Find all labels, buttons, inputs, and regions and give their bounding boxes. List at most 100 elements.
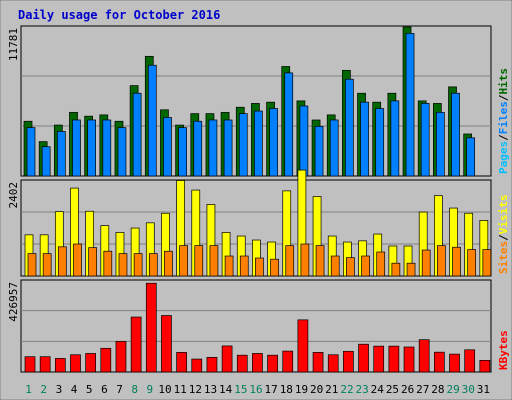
panel-kbytes <box>20 279 492 373</box>
day-tick-label: 22 <box>340 383 353 396</box>
bar-files <box>436 111 445 177</box>
bar-files <box>375 108 385 177</box>
bar-kbytes <box>403 346 415 373</box>
bar-files <box>41 146 51 177</box>
bar-sites <box>330 255 340 277</box>
bar-files <box>56 131 66 177</box>
bar-kbytes <box>267 354 278 373</box>
bar-files <box>360 101 369 177</box>
day-tick-label: 21 <box>325 383 338 396</box>
panel-hits-files-pages <box>20 25 492 177</box>
bar-kbytes <box>24 356 36 373</box>
bar-sites <box>88 247 97 277</box>
bar-files <box>132 92 142 177</box>
bar-kbytes <box>358 343 369 373</box>
bar-files <box>208 119 218 177</box>
bar-sites <box>421 249 431 277</box>
bar-kbytes <box>297 319 309 373</box>
legend-hits-files-pages: Pages/Files/Hits <box>497 68 510 174</box>
bar-kbytes <box>161 315 172 373</box>
bar-sites <box>118 253 128 277</box>
bar-sites <box>209 245 219 277</box>
bar-files <box>238 113 248 177</box>
day-tick-label: 17 <box>265 383 278 396</box>
panel2-ymax-label: 2402 <box>7 182 20 209</box>
bar-files <box>420 103 430 177</box>
bar-files <box>254 110 263 177</box>
day-tick-label: 6 <box>101 383 108 396</box>
axis-series-legend: Sites/Visits <box>497 195 510 275</box>
bar-sites <box>27 253 37 277</box>
panel3-ymax-label: 426957 <box>7 282 20 322</box>
bar-files <box>284 72 294 177</box>
bar-files <box>345 78 354 177</box>
day-tick-label: 28 <box>431 383 444 396</box>
bar-sites <box>73 243 82 277</box>
bar-sites <box>467 249 477 277</box>
bar-kbytes <box>327 354 339 373</box>
bar-kbytes <box>85 353 96 373</box>
day-tick-label: 16 <box>249 383 262 396</box>
bar-kbytes <box>54 358 66 373</box>
day-tick-label: 27 <box>416 383 429 396</box>
day-tick-label: 12 <box>189 383 202 396</box>
bar-kbytes <box>252 353 263 373</box>
bar-kbytes <box>70 354 81 373</box>
bar-sites <box>270 258 279 277</box>
bar-kbytes <box>373 345 385 373</box>
day-tick-label: 26 <box>401 383 414 396</box>
legend-separator: / <box>497 234 510 241</box>
bar-kbytes <box>282 350 294 373</box>
bar-kbytes <box>418 339 430 373</box>
bar-sites <box>346 257 355 277</box>
bar-files <box>147 64 157 177</box>
bar-files <box>451 92 460 177</box>
bar-kbytes <box>236 354 248 373</box>
legend-visits-sites: Sites/Visits <box>497 195 510 275</box>
axis-series-legend: Pages/Files/Hits <box>497 68 510 174</box>
day-tick-label: 7 <box>116 383 123 396</box>
day-tick-label: 1 <box>25 383 32 396</box>
bar-sites <box>300 243 310 277</box>
bar-sites <box>255 257 264 277</box>
bar-sites <box>194 245 204 277</box>
bar-sites <box>376 251 386 277</box>
day-tick-label: 3 <box>56 383 63 396</box>
legend-separator: / <box>497 134 510 141</box>
bar-files <box>390 100 400 177</box>
bar-files <box>26 127 36 177</box>
bar-files <box>163 117 172 177</box>
bar-kbytes <box>115 341 127 373</box>
day-tick-label: 18 <box>280 383 293 396</box>
day-tick-label: 8 <box>131 383 138 396</box>
bar-files <box>405 33 415 177</box>
bar-kbytes <box>100 347 112 373</box>
bar-sites <box>42 253 52 277</box>
bar-files <box>102 119 112 177</box>
day-tick-label: 29 <box>446 383 459 396</box>
bar-kbytes <box>388 345 400 373</box>
bar-kbytes <box>343 350 354 373</box>
bar-sites <box>452 246 461 277</box>
bar-files <box>269 108 278 177</box>
legend-entry-sites: Sites <box>497 241 510 274</box>
bar-sites <box>315 245 325 277</box>
day-tick-label: 30 <box>462 383 475 396</box>
bar-sites <box>391 262 401 277</box>
axis-series-legend: KBytes <box>497 330 510 370</box>
bar-files <box>299 105 309 177</box>
bar-files <box>117 127 127 177</box>
day-tick-label: 9 <box>147 383 154 396</box>
bar-sites <box>57 246 67 277</box>
legend-kbytes: KBytes <box>497 330 510 370</box>
bar-kbytes <box>479 360 491 373</box>
bar-kbytes <box>464 349 476 373</box>
day-tick-label: 13 <box>204 383 217 396</box>
bar-kbytes <box>145 282 157 373</box>
legend-entry-hits: Hits <box>497 68 510 95</box>
bar-sites <box>103 250 113 277</box>
bar-sites <box>285 245 295 277</box>
day-tick-label: 14 <box>219 383 233 396</box>
bar-kbytes <box>206 356 218 373</box>
